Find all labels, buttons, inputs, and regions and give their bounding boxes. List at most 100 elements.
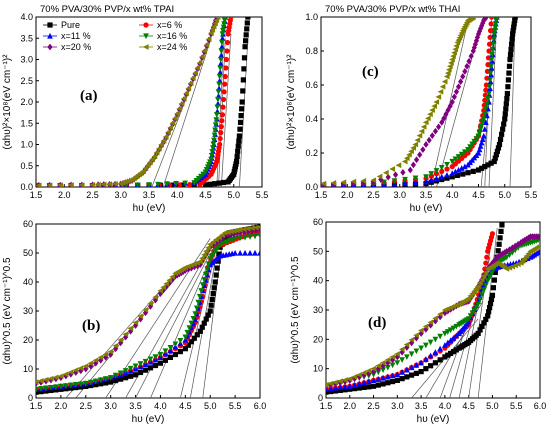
data-point-x=24 %	[256, 225, 260, 229]
data-point-Pure	[197, 328, 203, 334]
x-tick-label: 4.5	[472, 190, 485, 200]
data-point-x=20 %	[420, 146, 426, 153]
data-point-x=24 %	[418, 128, 425, 135]
y-axis-label: (αhυ)²×10⁸(eV cm⁻¹)²	[2, 54, 13, 150]
data-point-Pure	[152, 362, 159, 369]
data-point-x=16 %	[122, 368, 129, 374]
data-point-x=11 %	[476, 146, 483, 153]
data-point-x=16 %	[484, 278, 491, 284]
data-point-x=6 %	[220, 104, 226, 110]
data-point-x=24 %	[327, 380, 334, 387]
data-point-x=6 %	[486, 41, 493, 47]
data-point-x=20 %	[464, 62, 470, 70]
x-tick-label: 4.0	[439, 401, 452, 411]
data-point-x=16 %	[458, 151, 465, 158]
data-point-x=6 %	[219, 118, 225, 124]
data-point-x=11 %	[403, 366, 410, 373]
data-point-x=16 %	[208, 152, 215, 159]
data-point-Pure	[235, 143, 241, 149]
data-point-x=20 %	[476, 27, 483, 35]
data-point-x=24 %	[183, 90, 189, 97]
data-point-Pure	[447, 350, 454, 357]
data-point-Pure	[244, 20, 250, 26]
data-point-x=24 %	[451, 49, 457, 56]
data-point-x=24 %	[162, 133, 169, 140]
data-point-x=24 %	[414, 137, 421, 143]
data-point-x=16 %	[252, 233, 258, 240]
x-tick-label: 5.0	[204, 401, 217, 411]
x-tick-label: 4.5	[179, 401, 192, 411]
data-point-Pure	[380, 381, 386, 387]
data-point-x=24 %	[95, 181, 101, 187]
y-tick-label: 0.2	[305, 148, 318, 158]
data-point-x=24 %	[341, 377, 348, 383]
data-point-Pure	[504, 96, 510, 102]
data-point-x=24 %	[427, 111, 433, 118]
data-point-x=24 %	[165, 129, 171, 136]
data-point-x=11 %	[450, 335, 457, 341]
data-point-Pure	[488, 296, 495, 303]
data-point-x=16 %	[211, 137, 217, 144]
data-point-x=24 %	[450, 53, 456, 59]
data-point-Pure	[486, 305, 493, 311]
data-point-x=24 %	[340, 179, 347, 186]
data-point-x=16 %	[493, 17, 500, 24]
x-tick-label: 1.5	[320, 401, 333, 411]
data-point-x=24 %	[157, 287, 164, 294]
data-point-x=16 %	[217, 56, 224, 63]
data-point-x=24 %	[107, 348, 114, 355]
data-point-x=20 %	[432, 127, 439, 135]
data-point-x=11 %	[217, 69, 224, 75]
data-point-x=16 %	[172, 341, 179, 348]
data-point-x=6 %	[224, 48, 230, 54]
data-point-x=24 %	[112, 342, 119, 349]
data-point-x=24 %	[447, 63, 453, 70]
data-point-x=16 %	[488, 56, 495, 63]
data-point-x=24 %	[117, 337, 124, 343]
data-point-x=20 %	[378, 176, 384, 183]
data-point-x=6 %	[489, 231, 496, 237]
data-point-Pure	[132, 372, 139, 378]
data-point-x=16 %	[212, 122, 219, 129]
series-x24	[321, 17, 476, 187]
data-point-x=11 %	[461, 163, 468, 170]
data-point-x=16 %	[242, 234, 248, 241]
data-point-x=24 %	[189, 75, 196, 82]
y-tick-label: 20	[313, 334, 323, 344]
data-point-x=24 %	[360, 178, 367, 184]
data-point-x=24 %	[439, 83, 446, 90]
data-point-x=24 %	[437, 311, 443, 317]
x-tick-label: 4.0	[154, 401, 167, 411]
data-point-Pure	[182, 346, 188, 352]
data-point-x=16 %	[211, 132, 218, 139]
data-point-Pure	[216, 180, 222, 186]
data-point-Pure	[450, 349, 457, 355]
data-point-x=24 %	[142, 44, 149, 50]
data-point-x=16 %	[215, 89, 222, 95]
data-point-x=24 %	[67, 182, 74, 187]
data-point-x=20 %	[400, 169, 406, 176]
plot-area	[36, 224, 260, 398]
data-point-Pure	[491, 277, 497, 283]
data-point-x=24 %	[408, 337, 415, 343]
data-point-x=16 %	[488, 63, 494, 70]
data-point-x=20 %	[413, 156, 420, 164]
fit-line	[162, 38, 212, 187]
data-point-x=16 %	[423, 342, 429, 349]
data-point-x=24 %	[208, 30, 214, 37]
data-point-Pure	[460, 171, 466, 177]
data-point-x=11 %	[480, 132, 487, 139]
data-point-Pure	[212, 279, 218, 285]
data-point-x=24 %	[482, 269, 489, 276]
y-tick-label: 40	[23, 277, 33, 287]
data-point-x=6 %	[488, 21, 494, 27]
data-point-Pure	[497, 235, 503, 241]
data-point-x=16 %	[444, 329, 451, 335]
data-point-x=20 %	[468, 52, 474, 60]
legend-entry: x=6 %	[157, 20, 182, 30]
data-point-Pure	[98, 381, 104, 387]
data-point-x=16 %	[484, 101, 490, 107]
data-point-x=24 %	[142, 165, 149, 172]
data-point-x=16 %	[221, 17, 228, 24]
data-point-x=20 %	[370, 368, 377, 375]
